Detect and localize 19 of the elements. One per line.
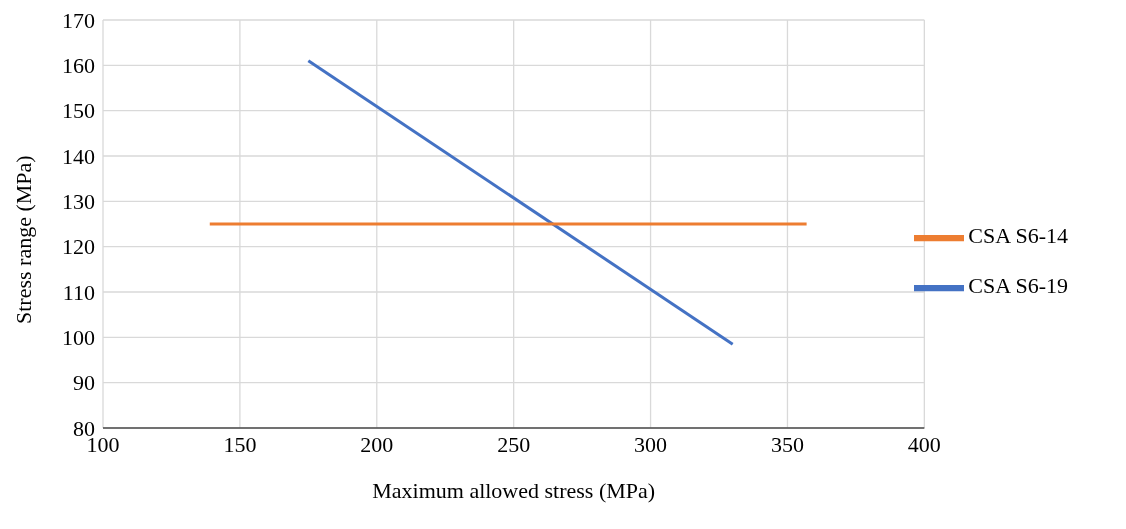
y-tick-label: 110 xyxy=(62,279,95,305)
y-tick-label: 130 xyxy=(62,189,95,215)
y-tick-label: 120 xyxy=(62,234,95,260)
x-tick-label: 250 xyxy=(497,431,531,457)
y-tick-label: 150 xyxy=(62,98,95,124)
x-tick-label: 350 xyxy=(770,431,804,457)
x-tick-label: 150 xyxy=(223,431,257,457)
y-tick-label: 170 xyxy=(62,7,95,33)
y-tick-label: 140 xyxy=(62,143,95,169)
y-tick-label: 100 xyxy=(62,325,95,351)
legend-label: CSA S6-19 xyxy=(968,273,1068,299)
x-axis-title: Maximum allowed stress (MPa) xyxy=(372,478,656,503)
x-tick-label: 400 xyxy=(907,431,941,457)
y-tick-label: 160 xyxy=(62,53,95,79)
y-tick-label: 90 xyxy=(73,370,95,396)
x-tick-label: 300 xyxy=(634,431,668,457)
y-axis-title: Stress range (MPa) xyxy=(10,155,36,324)
legend-label: CSA S6-14 xyxy=(968,223,1068,249)
x-tick-label: 200 xyxy=(360,431,394,457)
